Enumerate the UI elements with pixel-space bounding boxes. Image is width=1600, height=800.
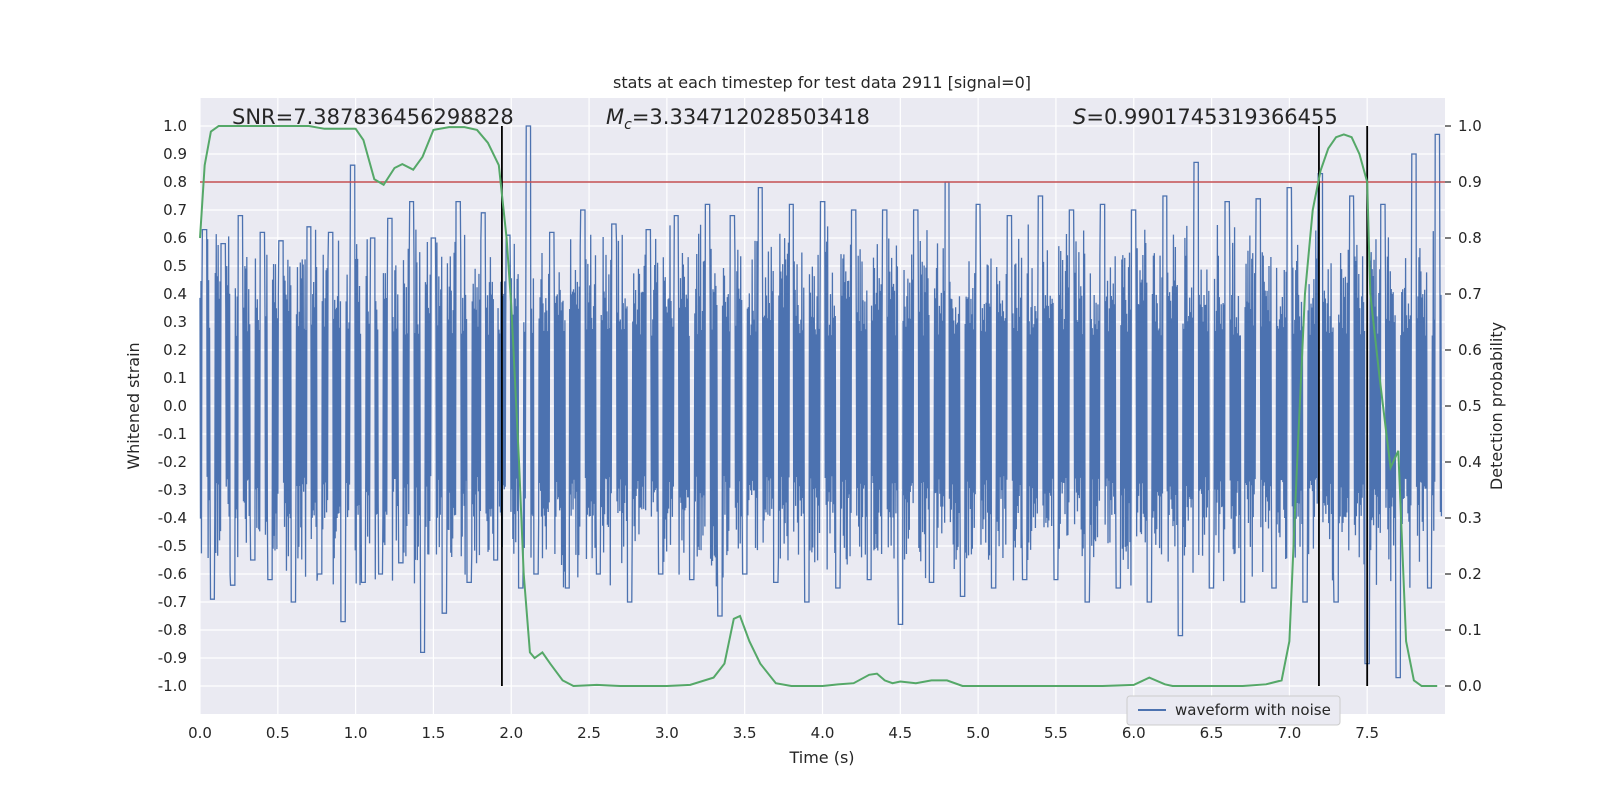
y-tick-label-right: 0.6 <box>1458 341 1482 359</box>
x-tick-label: 3.5 <box>733 724 757 742</box>
x-tick-label: 6.5 <box>1200 724 1224 742</box>
legend: waveform with noise <box>1126 695 1341 726</box>
s-value: =0.9901745319366455 <box>1086 105 1337 129</box>
x-tick-label: 0.0 <box>188 724 212 742</box>
y-tick-label-left: 0.8 <box>163 173 187 191</box>
y-tick-label-right: 1.0 <box>1458 117 1482 135</box>
y-ticks-left: 1.0 0.9 0.8 0.7 0.6 0.5 0.4 0.3 0.2 0.1 0.0 -0.1 -0.… <box>158 117 187 695</box>
x-tick-label: 7.0 <box>1277 724 1301 742</box>
y-tick-label-left: -0.2 <box>158 453 187 471</box>
x-tick-label: 4.0 <box>811 724 835 742</box>
x-tick-label: 5.0 <box>966 724 990 742</box>
y-tick-label-left: -0.6 <box>158 565 187 583</box>
y-ticks-right: 1.0 0.9 0.8 0.7 0.6 0.5 0.4 0.3 0.2 0.1 0.0 <box>1445 117 1482 695</box>
y-tick-label-left: 0.1 <box>163 369 187 387</box>
y-tick-label-right: 0.3 <box>1458 509 1482 527</box>
y-tick-label-left: -0.5 <box>158 537 187 555</box>
y-tick-label-left: -0.3 <box>158 481 187 499</box>
y-tick-label-left: 0.2 <box>163 341 187 359</box>
y-tick-label-right: 0.1 <box>1458 621 1482 639</box>
legend-label-waveform: waveform with noise <box>1175 701 1331 719</box>
y-tick-label-right: 0.0 <box>1458 677 1482 695</box>
probability-series <box>199 125 1438 688</box>
y-tick-label-right: 0.8 <box>1458 229 1482 247</box>
x-tick-label: 3.0 <box>655 724 679 742</box>
y-tick-label-left: 0.9 <box>163 145 187 163</box>
x-tick-label: 5.5 <box>1044 724 1068 742</box>
y-tick-label-right: 0.5 <box>1458 397 1482 415</box>
probability-line <box>199 125 1438 688</box>
mc-symbol: M <box>606 105 624 129</box>
y-tick-label-left: -0.8 <box>158 621 187 639</box>
waveform-series <box>199 125 1443 679</box>
mc-subscript: c <box>624 117 632 133</box>
y-axis-label-right: Detection probability <box>1487 322 1506 490</box>
x-tick-label: 2.5 <box>577 724 601 742</box>
y-tick-label-left: 0.0 <box>163 397 187 415</box>
y-tick-label-left: -0.4 <box>158 509 187 527</box>
x-ticks: 0.0 0.5 1.0 1.5 2.0 2.5 3.0 3.5 4.0 4.5 5.0 5.5 6.0 6… <box>188 724 1379 742</box>
y-tick-label-right: 0.9 <box>1458 173 1482 191</box>
waveform-line <box>199 125 1443 679</box>
snr-annotation: SNR=7.387836456298828 <box>232 105 514 129</box>
legend-box <box>1126 695 1341 726</box>
y-tick-label-left: -0.1 <box>158 425 187 443</box>
chart-title: stats at each timestep for test data 291… <box>613 73 1031 92</box>
x-tick-label: 4.5 <box>888 724 912 742</box>
mc-value: =3.334712028503418 <box>632 105 870 129</box>
y-tick-label-right: 0.2 <box>1458 565 1482 583</box>
y-tick-label-left: 0.5 <box>163 257 187 275</box>
y-tick-label-left: 1.0 <box>163 117 187 135</box>
x-tick-label: 2.0 <box>499 724 523 742</box>
y-tick-label-left: -1.0 <box>158 677 187 695</box>
vertical-markers <box>501 126 1369 686</box>
x-tick-label: 6.0 <box>1122 724 1146 742</box>
y-tick-label-left: 0.7 <box>163 201 187 219</box>
y-tick-label-left: 0.3 <box>163 313 187 331</box>
y-axis-label-left: Whitened strain <box>124 342 143 469</box>
x-tick-label: 1.0 <box>344 724 368 742</box>
y-tick-label-left: -0.9 <box>158 649 187 667</box>
x-tick-label: 7.5 <box>1355 724 1379 742</box>
y-tick-label-right: 0.7 <box>1458 285 1482 303</box>
y-tick-label-left: 0.6 <box>163 229 187 247</box>
s-symbol: S <box>1073 105 1086 129</box>
mc-annotation: Mc=3.334712028503418 <box>606 105 870 133</box>
y-tick-label-left: 0.4 <box>163 285 187 303</box>
y-tick-label-left: -0.7 <box>158 593 187 611</box>
y-tick-label-right: 0.4 <box>1458 453 1482 471</box>
x-tick-label: 0.5 <box>266 724 290 742</box>
x-axis-label: Time (s) <box>788 748 854 767</box>
s-annotation: S=0.9901745319366455 <box>1073 105 1338 129</box>
x-tick-label: 1.5 <box>422 724 446 742</box>
